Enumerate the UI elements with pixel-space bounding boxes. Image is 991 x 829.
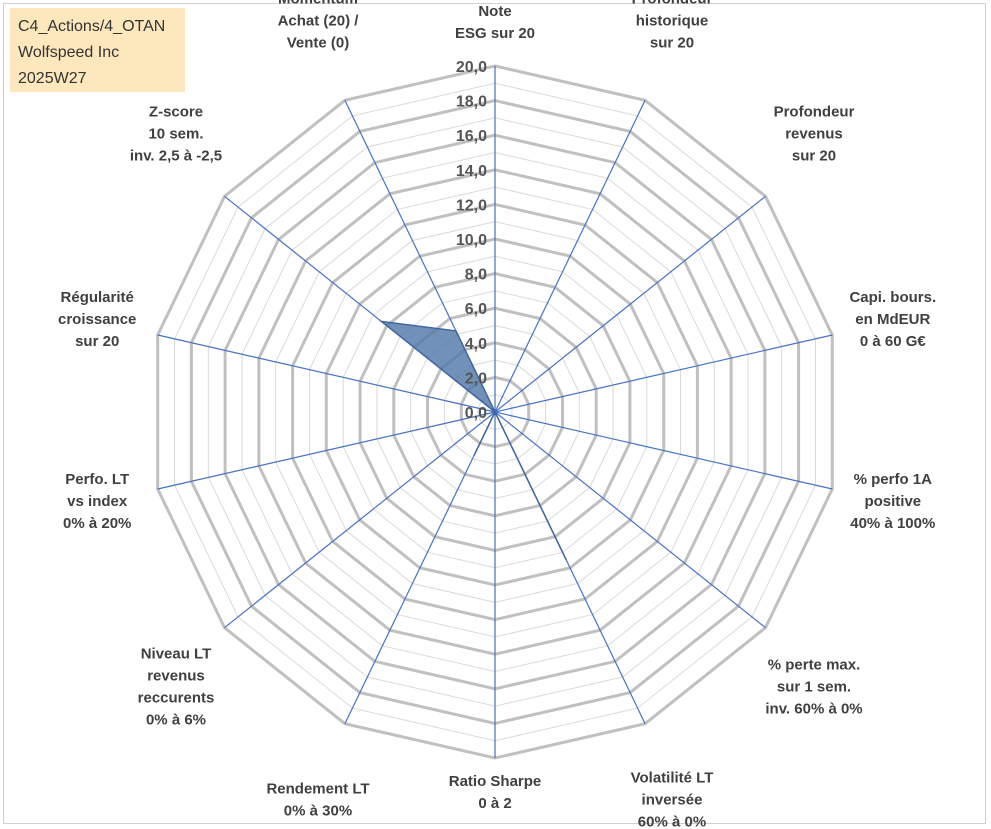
axis-label: positive [864,493,921,510]
axis-label: 0% à 6% [146,711,206,728]
axis-label: Profondeur [774,104,855,121]
tick-label: 0,0 [465,405,487,422]
radar-tick-labels: 0,0 2,0 4,0 6,0 8,0 10,0 12,0 14,0 16,0 18,0 20,0 [456,59,487,422]
axis-label: Profondeur [632,0,713,7]
tick-label: 4,0 [465,336,487,353]
axis-spoke [494,100,646,413]
axis-label: % perfo 1A [854,471,933,488]
axis-label: sur 20 [650,34,694,51]
axis-label: 0 à 2 [478,795,511,812]
axis-label: Volatilité LT [631,770,714,787]
axis-label: vs index [67,493,128,510]
info-line-portfolio: C4_Actions/4_OTAN [18,18,166,35]
info-line-company: Wolfspeed Inc [18,44,120,61]
axis-spoke [494,334,833,413]
axis-label: Capi. bours. [849,289,936,306]
radar-axis-labels: Note ESG sur 20 Profondeur historique sur 20… [58,0,936,829]
axis-label: Z-score [149,104,203,121]
axis-label: sur 20 [75,333,119,350]
axis-label: Vente (0) [287,34,350,51]
axis-spoke [494,411,833,490]
axis-spoke [157,334,496,413]
axis-label: Note [478,3,511,20]
axis-spoke [344,411,496,724]
tick-label: 20,0 [456,59,487,76]
tick-label: 10,0 [456,232,487,249]
axis-label: 60% à 0% [638,814,706,829]
series-area [378,320,567,561]
axis-label: Rendement LT [266,781,369,798]
axis-label: revenus [785,126,843,143]
tick-label: 8,0 [465,267,487,284]
axis-spoke [494,195,766,413]
axis-label: inv. 2,5 à -2,5 [130,148,222,165]
axis-label: Régularité [61,289,134,306]
axis-label: sur 20 [792,148,836,165]
tick-label: 2,0 [465,370,487,387]
axis-label: inversée [642,792,703,809]
radar-spokes [157,66,833,758]
axis-label: historique [636,12,709,29]
axis-spoke [224,411,496,629]
axis-spoke [494,411,766,629]
axis-label: Niveau LT [141,645,212,662]
axis-label: en MdEUR [855,311,930,328]
axis-label: Perfo. LT [65,471,129,488]
axis-label: 40% à 100% [850,515,935,532]
axis-label: 0% à 20% [63,515,131,532]
tick-label: 18,0 [456,94,487,111]
tick-label: 14,0 [456,163,487,180]
tick-label: 6,0 [465,301,487,318]
chart-frame [3,3,986,824]
axis-label: Momentum [278,0,358,7]
info-box: C4_Actions/4_OTAN Wolfspeed Inc 2025W27 [10,8,185,92]
tick-label: 12,0 [456,197,487,214]
axis-label: Achat (20) / [278,12,360,29]
info-line-week: 2025W27 [18,70,87,87]
axis-spoke [157,411,496,490]
axis-label: 0% à 30% [284,803,352,820]
axis-label: ESG sur 20 [455,25,535,42]
axis-label: % perte max. [768,656,861,673]
axis-label: 0 à 60 G€ [860,333,927,350]
tick-label: 16,0 [456,128,487,145]
axis-label: Ratio Sharpe [449,773,542,790]
axis-label: sur 1 sem. [777,678,851,695]
axis-label: croissance [58,311,136,328]
radar-data [378,320,567,561]
axis-label: revenus [147,667,205,684]
axis-label: reccurents [138,689,215,706]
axis-label: 10 sem. [148,126,203,143]
axis-label: inv. 60% à 0% [765,700,862,717]
